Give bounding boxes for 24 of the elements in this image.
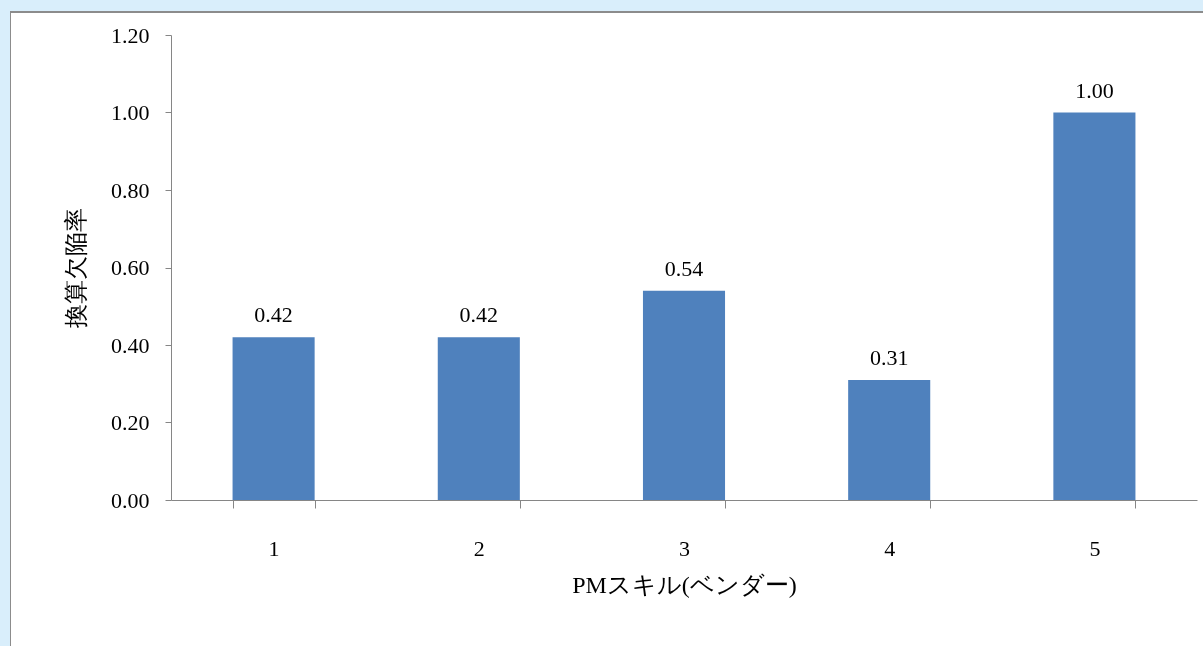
x-tick-label: 3 bbox=[679, 535, 690, 561]
bar bbox=[232, 337, 315, 500]
data-label: 1.00 bbox=[1075, 77, 1114, 103]
x-tick-label: 5 bbox=[1089, 535, 1101, 561]
data-label: 0.54 bbox=[664, 255, 704, 281]
y-tick-label: 0.00 bbox=[111, 487, 150, 513]
x-tick-label: 2 bbox=[473, 535, 485, 561]
y-tick-label: 0.20 bbox=[111, 410, 150, 435]
y-tick-label: 0.80 bbox=[111, 177, 150, 203]
bar bbox=[1053, 112, 1136, 500]
y-tick-label: 1.00 bbox=[111, 100, 150, 125]
y-tick-label: 0.40 bbox=[111, 332, 150, 358]
x-tick-label: 4 bbox=[884, 535, 896, 561]
data-label: 0.31 bbox=[869, 344, 909, 370]
bar bbox=[848, 379, 931, 500]
bar bbox=[642, 290, 726, 500]
data-label: 0.42 bbox=[254, 302, 293, 328]
x-axis-title: PMスキル(ベンダー) bbox=[572, 571, 797, 598]
bar bbox=[437, 337, 520, 500]
x-tick-label: 1 bbox=[268, 535, 280, 561]
y-tick-label: 0.60 bbox=[111, 255, 150, 280]
y-axis-title: 換算欠陥率 bbox=[63, 208, 89, 328]
y-tick-label: 1.20 bbox=[111, 22, 150, 48]
data-label: 0.42 bbox=[459, 302, 499, 328]
